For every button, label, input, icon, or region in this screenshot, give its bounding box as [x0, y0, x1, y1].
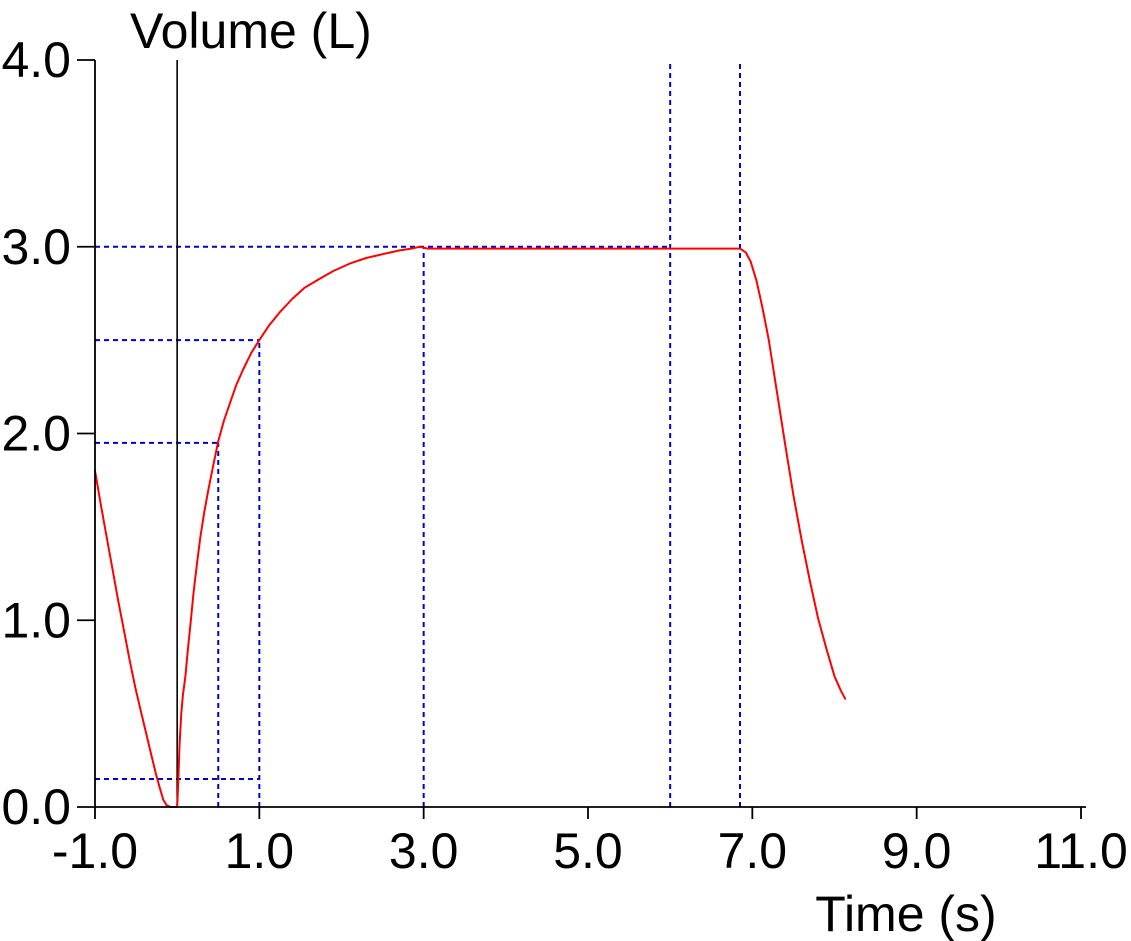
curve-layer — [94, 245, 847, 808]
y-tick-label-2.0: 2.0 — [1, 406, 71, 462]
x-tick-label-3.0: 3.0 — [389, 823, 459, 879]
x-tick-label--1.0: -1.0 — [52, 823, 138, 879]
x-tick-label-5.0: 5.0 — [553, 823, 623, 879]
x-tick-label-9.0: 9.0 — [882, 823, 952, 879]
y-tick-label-3.0: 3.0 — [1, 219, 71, 275]
tick-labels-layer: 0.0 1.0 2.0 3.0 4.0 -1.0 1.0 3.0 5.0 7.0 9.0 11.0 — [1, 32, 1127, 879]
x-tick-label-1.0: 1.0 — [225, 823, 295, 879]
guide-lines-layer — [95, 60, 742, 807]
y-tick-label-1.0: 1.0 — [1, 592, 71, 648]
axes-layer — [94, 60, 1086, 808]
x-axis-title: Time (s) — [815, 886, 996, 941]
x-tick-label-7.0: 7.0 — [718, 823, 788, 879]
x-tick-label-11.0: 11.0 — [1034, 823, 1128, 879]
y-tick-label-4.0: 4.0 — [1, 32, 71, 88]
tick-marks-layer — [77, 59, 1082, 819]
volume-time-curve — [94, 245, 847, 808]
y-tick-label-0.0: 0.0 — [1, 779, 71, 835]
y-axis-title: Volume (L) — [130, 3, 372, 59]
